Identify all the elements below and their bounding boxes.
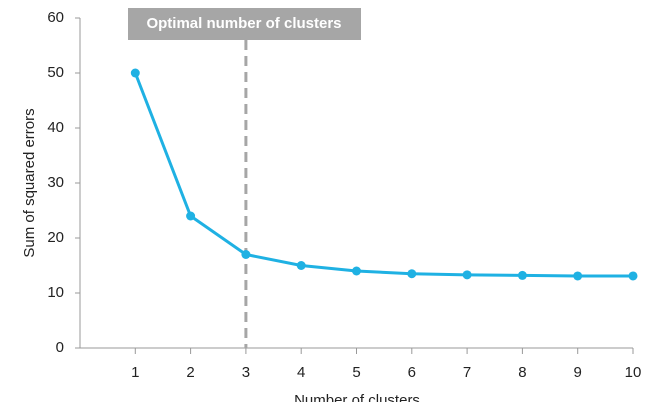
x-tick-label: 10 [625,364,642,381]
point [462,270,472,280]
y-tick-label: 20 [47,229,64,246]
line [133,72,633,278]
x-tick-label: 2 [186,364,194,381]
point [352,266,361,276]
point [628,271,638,281]
y-tick-label: 60 [47,9,64,26]
x-tick-label: 9 [574,364,582,381]
y-axis-label: Sum of squared errors [21,108,38,257]
x-axis-label: Number of clusters [294,392,420,402]
y-tick-label: 0 [56,339,64,356]
y-tick-label: 10 [47,284,64,301]
y-tick-label: 40 [47,119,64,136]
point [186,211,196,221]
point [517,270,527,280]
point [130,68,140,78]
x-tick-label: 1 [131,364,139,381]
x-tick-label: 3 [242,364,250,381]
point [241,250,251,259]
point [296,261,306,270]
y-tick-label: 30 [47,174,64,191]
x-tick-label: 6 [408,364,416,381]
annotation-text: Optimal number of clusters [146,15,341,32]
x-tick-label: 7 [463,364,471,381]
y-tick-label: 50 [47,64,64,81]
annotation-box [128,8,361,40]
x-tick-label: 5 [352,364,360,381]
x-tick-label: 4 [297,364,305,381]
x-tick-label: 8 [518,364,526,381]
point [407,269,417,279]
point [573,271,583,281]
